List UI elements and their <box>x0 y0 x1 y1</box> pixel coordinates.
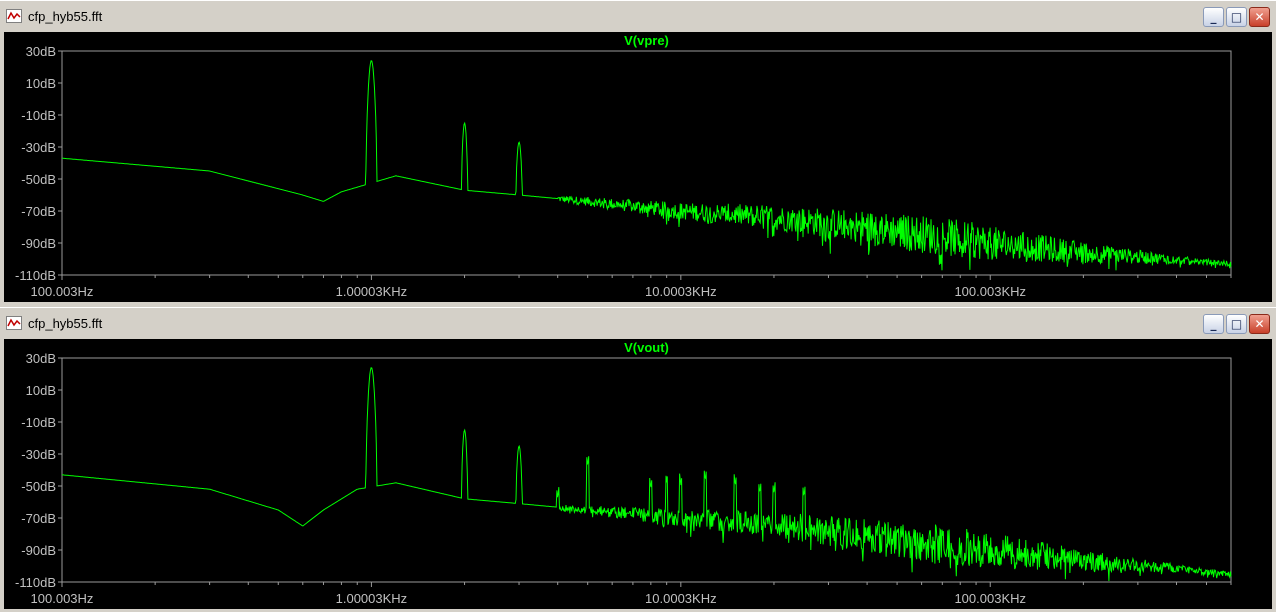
window-title: cfp_hyb55.fft <box>28 316 103 331</box>
fft-window-vpre[interactable]: cfp_hyb55.fft _ □ ✕ V(vpre) 30dB 10dB -10dB… <box>0 0 1276 304</box>
x-tick-label: 10.0003KHz <box>645 284 717 299</box>
fft-chart[interactable]: V(vout) 30dB 10dB -10dB -30dB -50dB -70dB -90dB… <box>4 339 1272 609</box>
y-tick-label: -10dB <box>21 415 56 430</box>
y-tick-label: -110dB <box>15 268 56 283</box>
x-tick-label: 100.003Hz <box>31 284 94 299</box>
x-tick-label: 100.003Hz <box>31 591 94 606</box>
close-button[interactable]: ✕ <box>1249 314 1270 334</box>
y-tick-label: -30dB <box>21 447 56 462</box>
close-button[interactable]: ✕ <box>1249 7 1270 27</box>
minimize-button[interactable]: _ <box>1203 7 1224 27</box>
waveform-icon <box>6 316 22 330</box>
trace-title[interactable]: V(vpre) <box>624 33 669 48</box>
plot-area[interactable]: V(vout) 30dB 10dB -10dB -30dB -50dB -70dB -90dB… <box>4 339 1272 609</box>
waveform-icon <box>6 9 22 23</box>
y-tick-label: 10dB <box>26 383 56 398</box>
x-tick-label: 1.00003KHz <box>336 591 408 606</box>
plot-area[interactable]: V(vpre) 30dB 10dB -10dB -30dB -50dB -70dB -90dB… <box>4 32 1272 302</box>
x-tick-label: 100.003KHz <box>954 284 1026 299</box>
y-tick-label: -50dB <box>21 172 56 187</box>
trace-title[interactable]: V(vout) <box>624 340 669 355</box>
y-tick-label: 30dB <box>26 351 56 366</box>
fft-trace[interactable] <box>61 367 1232 582</box>
y-tick-label: 10dB <box>26 76 56 91</box>
plot-frame <box>61 50 1232 276</box>
y-tick-label: -10dB <box>21 108 56 123</box>
minimize-button[interactable]: _ <box>1203 314 1224 334</box>
y-tick-label: 30dB <box>26 44 56 59</box>
fft-trace[interactable] <box>61 60 1232 271</box>
fft-chart[interactable]: V(vpre) 30dB 10dB -10dB -30dB -50dB -70dB -90dB… <box>4 32 1272 302</box>
y-tick-label: -50dB <box>21 479 56 494</box>
window-title: cfp_hyb55.fft <box>28 9 103 24</box>
y-tick-label: -110dB <box>15 575 56 590</box>
plot-frame <box>61 357 1232 583</box>
x-tick-label: 10.0003KHz <box>645 591 717 606</box>
fft-window-vout[interactable]: cfp_hyb55.fft _ □ ✕ V(vout) 30dB 10dB -10dB… <box>0 307 1276 611</box>
y-tick-label: -30dB <box>21 140 56 155</box>
y-tick-label: -70dB <box>21 204 56 219</box>
title-bar[interactable]: cfp_hyb55.fft _ □ ✕ <box>0 308 1276 339</box>
x-tick-label: 1.00003KHz <box>336 284 408 299</box>
y-tick-label: -70dB <box>21 511 56 526</box>
y-tick-label: -90dB <box>21 236 56 251</box>
maximize-button[interactable]: □ <box>1226 7 1247 27</box>
maximize-button[interactable]: □ <box>1226 314 1247 334</box>
y-tick-label: -90dB <box>21 543 56 558</box>
title-bar[interactable]: cfp_hyb55.fft _ □ ✕ <box>0 1 1276 32</box>
x-tick-label: 100.003KHz <box>954 591 1026 606</box>
